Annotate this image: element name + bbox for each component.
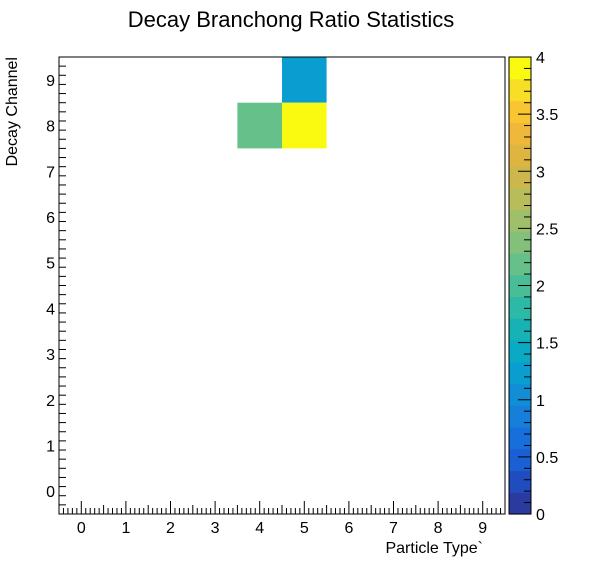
x-tick-label: 4: [255, 520, 264, 537]
heatmap-cell-2: [282, 102, 327, 149]
x-tick-label: 5: [300, 520, 309, 537]
x-tick-label: 7: [389, 520, 398, 537]
x-axis-title: Particle Type`: [385, 540, 483, 557]
colorbar-band-17: [509, 122, 531, 145]
colorbar-tick-label: 0: [536, 507, 545, 524]
colorbar-band-1: [509, 470, 531, 493]
colorbar-band-20: [509, 57, 531, 80]
colorbar-band-9: [509, 296, 531, 319]
colorbar-band-7: [509, 339, 531, 363]
colorbar-tick-label: 1: [536, 393, 545, 410]
colorbar-band-3: [509, 426, 531, 450]
y-axis: 0 1 2 3 4 5 6 7 8 9: [46, 56, 66, 515]
colorbar-tick-label: 0.5: [536, 450, 558, 467]
y-tick-label: 6: [46, 210, 55, 227]
colorbar-band-13: [509, 209, 531, 232]
y-tick-label: 9: [46, 73, 55, 90]
colorbar-band-4: [509, 405, 531, 428]
colorbar-band-15: [509, 165, 531, 189]
y-tick-label: 0: [46, 484, 55, 501]
colorbar-tick-label: 3: [536, 164, 545, 181]
colorbar: 0 0.5 1 1.5 2 2.5 3 3.5 4: [508, 50, 558, 524]
colorbar-band-11: [509, 252, 531, 276]
colorbar-band-5: [509, 383, 531, 406]
y-tick-label: 3: [46, 347, 55, 364]
colorbar-band-0: [509, 492, 531, 515]
y-tick-label: 5: [46, 256, 55, 273]
colorbar-band-12: [509, 231, 531, 254]
colorbar-tick-label: 4: [536, 50, 545, 67]
y-tick-label: 8: [46, 119, 55, 136]
x-axis: 0 1 2 3 4 5 6 7 8 9: [58, 501, 506, 537]
y-tick-label: 2: [46, 393, 55, 410]
colorbar-band-19: [509, 78, 531, 102]
colorbar-band-14: [509, 187, 531, 210]
y-tick-label: 1: [46, 438, 55, 455]
colorbar-band-6: [509, 361, 531, 385]
colorbar-tick-label: 2.5: [536, 221, 558, 238]
x-tick-label: 9: [478, 520, 487, 537]
colorbar-band-18: [509, 100, 531, 123]
x-tick-label: 8: [434, 520, 443, 537]
y-tick-label: 4: [46, 301, 55, 318]
x-tick-label: 1: [121, 520, 130, 537]
x-tick-label: 3: [211, 520, 220, 537]
cells-layer: [237, 57, 327, 149]
y-tick-label: 7: [46, 164, 55, 181]
heatmap-cell-0: [282, 57, 327, 103]
colorbar-band-8: [509, 318, 531, 341]
colorbar-tick-label: 3.5: [536, 107, 558, 124]
chart-title: Decay Branchong Ratio Statistics: [128, 7, 455, 32]
colorbar-band-16: [509, 144, 531, 167]
heatmap-cell-1: [237, 102, 282, 149]
y-axis-title: Decay Channel: [4, 57, 21, 166]
x-tick-label: 2: [166, 520, 175, 537]
colorbar-band-2: [509, 448, 531, 472]
colorbar-tick-label: 2: [536, 279, 545, 296]
x-tick-label: 0: [77, 520, 86, 537]
colorbar-tick-label: 1.5: [536, 336, 558, 353]
x-tick-label: 6: [344, 520, 353, 537]
